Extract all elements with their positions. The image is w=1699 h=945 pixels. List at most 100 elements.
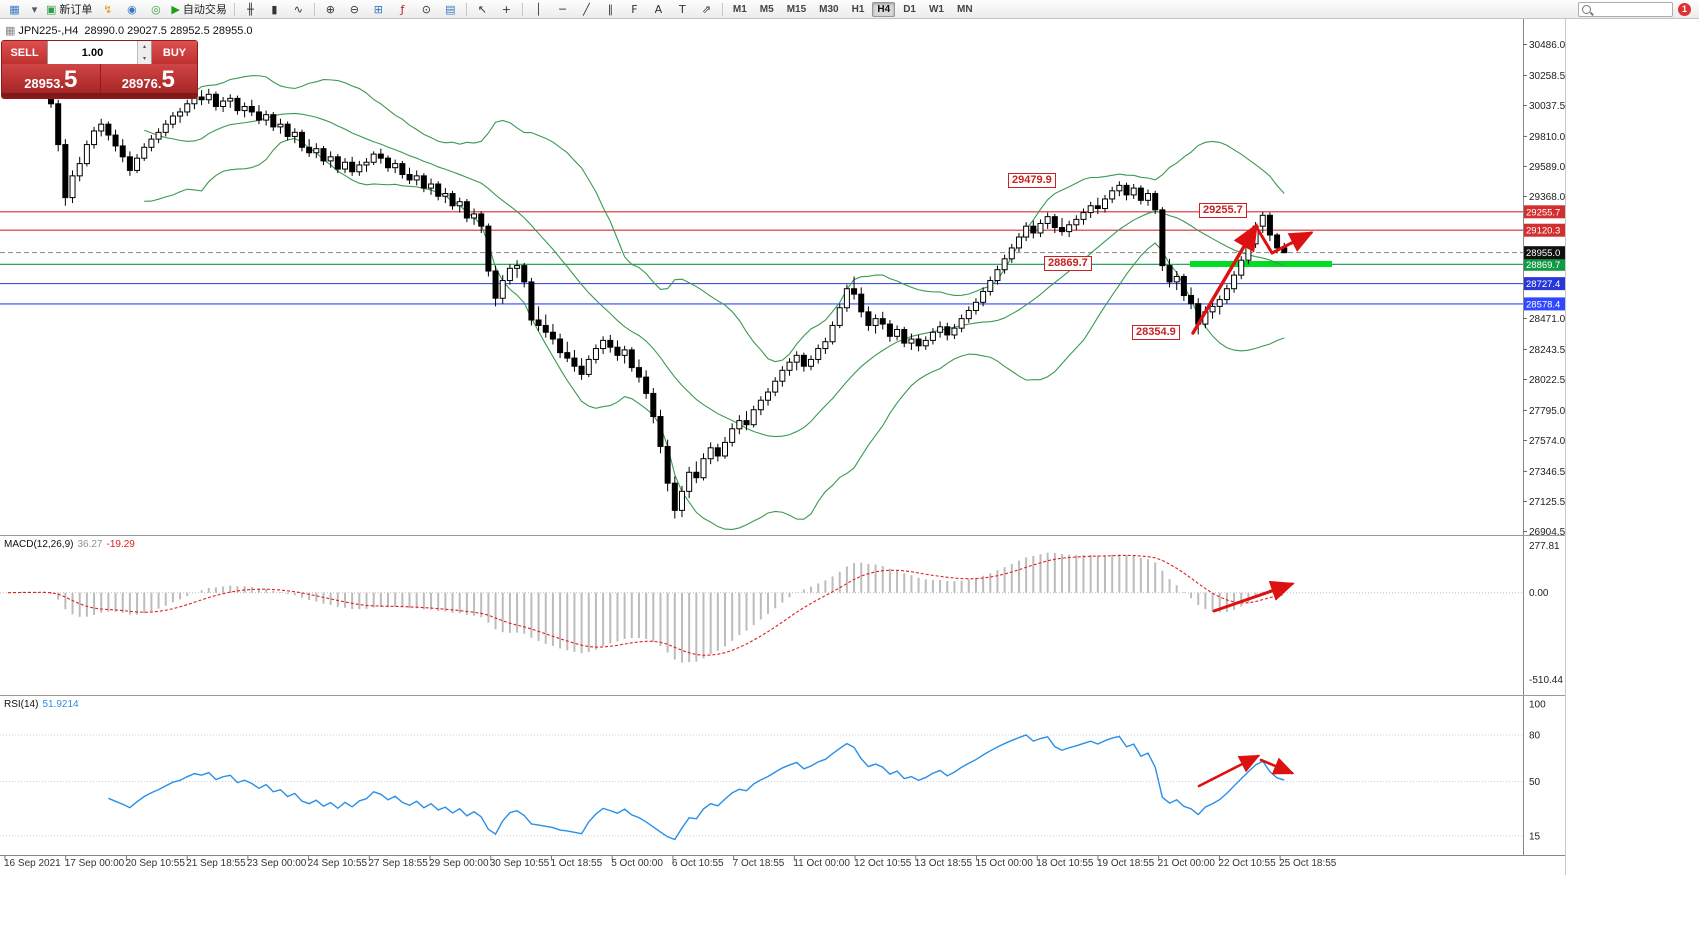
svg-text:21 Oct 00:00: 21 Oct 00:00: [1158, 858, 1216, 869]
candlestick-icon[interactable]: ▮: [263, 0, 286, 18]
chart-title: ▦ JPN225-,H4 28990.0 29027.5 28952.5 28955…: [5, 24, 253, 37]
svg-text:19 Oct 18:55: 19 Oct 18:55: [1097, 858, 1155, 869]
svg-text:15 Oct 00:00: 15 Oct 00:00: [976, 858, 1034, 869]
one-click-trading-panel: SELL ▴ ▾ BUY 28953.5 28976.5: [1, 40, 198, 99]
templates-icon[interactable]: ▤: [439, 0, 462, 18]
timeframe-m5-button[interactable]: M5: [759, 3, 774, 15]
volume-increase-button[interactable]: ▴: [138, 41, 151, 53]
svg-text:7 Oct 18:55: 7 Oct 18:55: [733, 858, 785, 869]
zoom-in-icon[interactable]: ⊕: [319, 0, 342, 18]
svg-text:22 Oct 10:55: 22 Oct 10:55: [1218, 858, 1276, 869]
sell-button[interactable]: SELL: [2, 41, 47, 64]
timeframe-d1-button[interactable]: D1: [903, 3, 916, 15]
timeframe-m15-button[interactable]: M15: [786, 3, 807, 15]
price-annotation: 28354.9: [1132, 325, 1180, 340]
sell-price[interactable]: 28953. 5: [24, 66, 78, 93]
new-order-button[interactable]: ▣ 新订单: [43, 0, 95, 18]
svg-text:12 Oct 10:55: 12 Oct 10:55: [854, 858, 912, 869]
svg-text:28727.4: 28727.4: [1526, 279, 1560, 290]
line-chart-icon[interactable]: ∿: [287, 0, 310, 18]
timeframe-mn-button[interactable]: MN: [956, 3, 973, 15]
svg-text:29589.0: 29589.0: [1529, 162, 1566, 173]
rsi-pane[interactable]: [0, 734, 1523, 841]
macd-pane[interactable]: [0, 552, 1523, 663]
buy-price[interactable]: 28976. 5: [121, 66, 175, 93]
svg-text:27346.5: 27346.5: [1529, 467, 1566, 478]
macd-arrow: [1212, 580, 1295, 613]
periods-icon: ⊙: [421, 2, 431, 16]
vertical-line-icon[interactable]: │: [527, 0, 550, 18]
volume-field: ▴ ▾: [47, 41, 152, 64]
svg-text:15: 15: [1529, 831, 1541, 842]
chart-frame: [0, 19, 1566, 875]
arrows-icon: ⇗: [701, 2, 711, 16]
main-pane[interactable]: [0, 58, 1523, 531]
arrows-icon[interactable]: ⇗: [695, 0, 718, 18]
chart-dropdown-icon[interactable]: ▾: [27, 0, 42, 18]
svg-text:30258.5: 30258.5: [1529, 71, 1566, 82]
crosshair-icon[interactable]: +: [495, 0, 518, 18]
svg-text:30486.0: 30486.0: [1529, 40, 1566, 51]
channel-icon[interactable]: ∥: [599, 0, 622, 18]
new-chart-icon[interactable]: ▦: [3, 0, 26, 18]
tile-windows-icon[interactable]: ⊞: [367, 0, 390, 18]
metaeditor-icon[interactable]: ↯: [96, 0, 119, 18]
volume-decrease-button[interactable]: ▾: [138, 52, 151, 64]
svg-text:29 Sep 00:00: 29 Sep 00:00: [429, 858, 489, 869]
svg-text:18 Oct 10:55: 18 Oct 10:55: [1036, 858, 1094, 869]
price-divider: [99, 64, 101, 93]
trendline-icon[interactable]: ╱: [575, 0, 598, 18]
svg-text:28955.0: 28955.0: [1526, 248, 1560, 259]
horizontal-line-icon: ─: [559, 2, 566, 16]
time-axis: 16 Sep 2021 17 Sep 00:00 20 Sep 10:55 21 Se…: [4, 856, 1337, 869]
timeframe-m30-button[interactable]: M30: [819, 3, 839, 15]
search-icon: [1582, 4, 1591, 14]
bar-chart-icon: ╫: [247, 2, 254, 16]
svg-text:25 Oct 18:55: 25 Oct 18:55: [1279, 858, 1337, 869]
notification-badge[interactable]: 1: [1678, 2, 1691, 16]
timeframe-h4-button[interactable]: H4: [872, 1, 896, 17]
bar-chart-icon[interactable]: ╫: [239, 0, 262, 18]
tile-windows-icon: ⊞: [373, 2, 383, 16]
channel-icon: ∥: [607, 2, 614, 16]
indicators-icon: ƒ: [400, 2, 405, 16]
zoom-in-icon: ⊕: [325, 2, 335, 16]
svg-text:28022.5: 28022.5: [1529, 375, 1566, 386]
svg-text:28471.0: 28471.0: [1529, 314, 1566, 325]
main-toolbar: ▦ ▾ ▣ 新订单 ↯ ◉ ◎ ▶ 自动交易 ╫ ▮ ∿ ⊕ ⊖ ⊞ ƒ ⊙ ▤ ↖ + │ ─ ╱ ∥ F A T ⇗ M1 M5 M15…: [0, 0, 1699, 19]
price-annotation: 29255.7: [1199, 203, 1247, 218]
svg-text:27 Sep 18:55: 27 Sep 18:55: [368, 858, 428, 869]
horizontal-line-icon[interactable]: ─: [551, 0, 574, 18]
svg-text:28243.5: 28243.5: [1529, 345, 1566, 356]
buy-button[interactable]: BUY: [152, 41, 197, 64]
vertical-line-icon: │: [535, 2, 542, 16]
text-icon: A: [654, 2, 663, 16]
fibonacci-icon[interactable]: F: [623, 0, 646, 18]
timeframe-h1-button[interactable]: H1: [851, 3, 865, 15]
rsi-arrow-up: [1197, 754, 1261, 788]
cursor-icon[interactable]: ↖: [471, 0, 494, 18]
periods-icon[interactable]: ⊙: [415, 0, 438, 18]
navigator-icon[interactable]: ◎: [144, 0, 167, 18]
drawn-arrows: [1191, 223, 1314, 788]
svg-text:29368.0: 29368.0: [1529, 192, 1566, 203]
svg-text:-510.44: -510.44: [1529, 675, 1563, 686]
svg-text:11 Oct 00:00: 11 Oct 00:00: [793, 858, 850, 869]
zoom-out-icon[interactable]: ⊖: [343, 0, 366, 18]
text-icon[interactable]: A: [647, 0, 670, 18]
toolbar-separator: [233, 2, 235, 16]
toolbar-separator: [313, 2, 315, 16]
timeframe-w1-button[interactable]: W1: [928, 3, 944, 15]
rsi-label: RSI(14) 51.9214: [4, 699, 79, 710]
label-icon: T: [679, 2, 686, 16]
search-input[interactable]: [1595, 2, 1669, 16]
ohlc-values: 28990.0 29027.5 28952.5 28955.0: [84, 25, 253, 37]
indicators-icon[interactable]: ƒ: [391, 0, 414, 18]
autotrading-button[interactable]: ▶ 自动交易: [168, 0, 229, 18]
volume-input[interactable]: [48, 45, 137, 60]
search-box: [1578, 1, 1673, 17]
market-watch-icon[interactable]: ◉: [120, 0, 143, 18]
timeframe-m1-button[interactable]: M1: [732, 3, 747, 15]
label-icon[interactable]: T: [671, 0, 694, 18]
